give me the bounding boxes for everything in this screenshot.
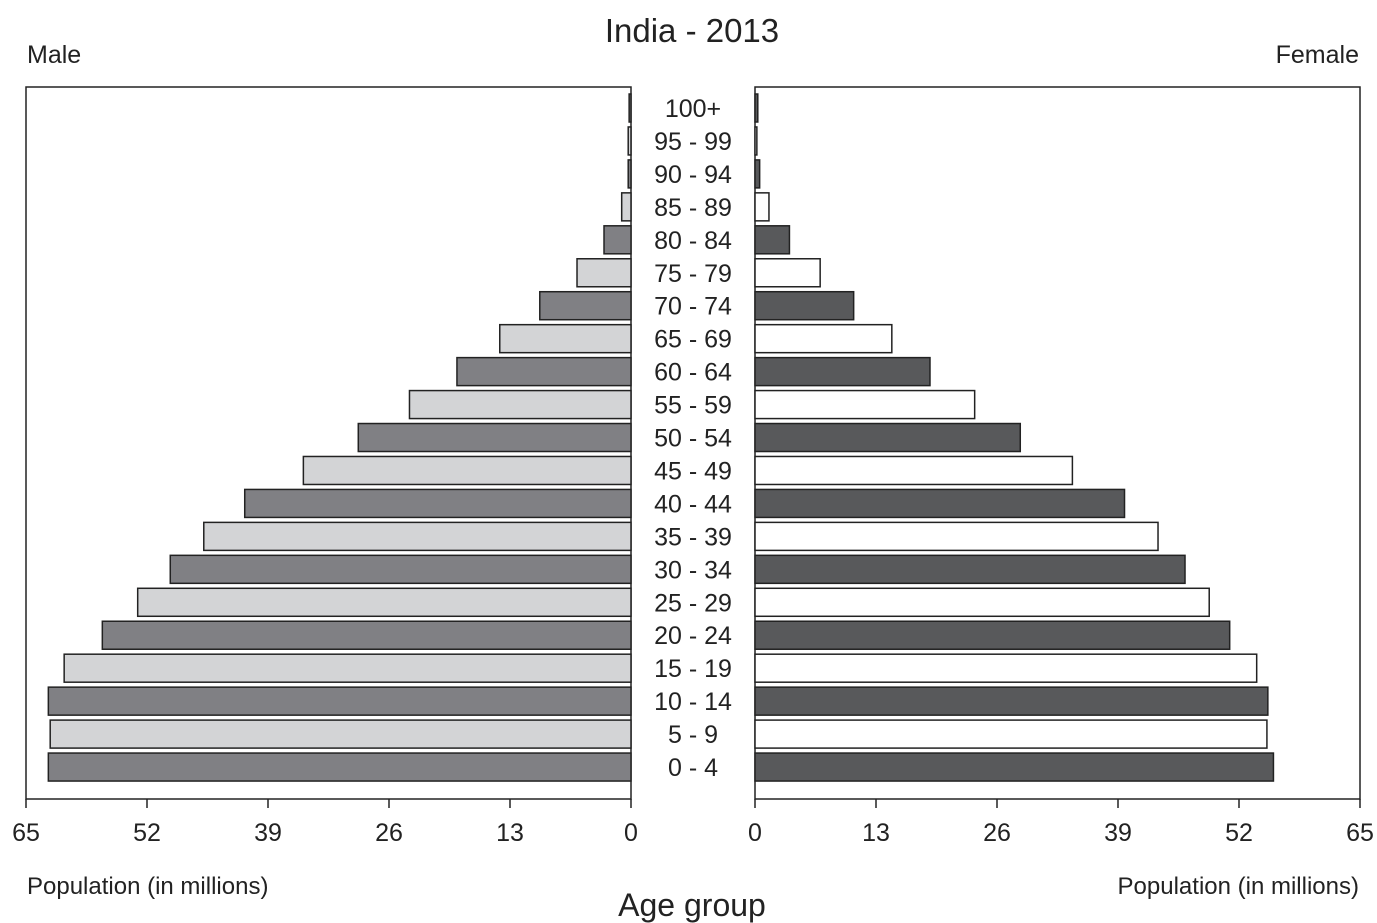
male-bar [203, 521, 632, 552]
x-axes: 0 0 13 13 26 26 39 39 52 52 65 65 [12, 799, 1374, 847]
male-bar [169, 554, 632, 585]
male-axis-tick-label: 0 [624, 819, 638, 847]
age-group-label: 45 - 49 [654, 457, 732, 485]
female-bar [754, 521, 1159, 552]
female-bar [754, 389, 976, 420]
female-bar [754, 258, 821, 288]
male-bar [63, 653, 632, 683]
female-bar [754, 290, 855, 321]
female-bar [754, 554, 1186, 585]
age-group-label: 70 - 74 [654, 293, 732, 321]
male-bar [136, 587, 632, 618]
age-group-label: 75 - 79 [654, 260, 732, 288]
female-bar [754, 422, 1022, 453]
age-group-label: 60 - 64 [654, 359, 732, 387]
age-group-axis-label: Age group [618, 887, 766, 923]
female-bar [754, 93, 759, 123]
female-axis-tick-label: 13 [862, 819, 890, 847]
age-group-label: 95 - 99 [654, 128, 732, 156]
male-bar [627, 126, 632, 156]
male-bar [499, 323, 632, 354]
female-bar [754, 686, 1269, 716]
male-bar [627, 159, 632, 189]
age-group-label: 100+ [665, 95, 721, 123]
female-bar [754, 126, 758, 156]
age-group-label: 50 - 54 [654, 425, 732, 453]
age-group-labels: 100+ 95 - 99 90 - 94 85 - 89 80 - 84 75 - 79 7… [654, 95, 732, 782]
female-bar [754, 620, 1231, 650]
female-bar [754, 719, 1268, 749]
female-bar [754, 225, 791, 255]
female-bar [754, 488, 1126, 519]
age-group-label: 65 - 69 [654, 326, 732, 354]
male-bar [49, 719, 632, 749]
age-group-label: 0 - 4 [668, 754, 718, 782]
female-bar [754, 752, 1275, 782]
female-axis-tick-label: 52 [1225, 819, 1253, 847]
male-x-axis-label: Population (in millions) [27, 873, 268, 900]
chart-title: India - 2013 [605, 12, 779, 49]
age-group-label: 10 - 14 [654, 688, 732, 716]
male-bar [408, 389, 632, 420]
female-x-axis-label: Population (in millions) [1118, 873, 1359, 900]
female-bar [754, 159, 761, 189]
female-bar [754, 192, 770, 222]
female-bar [754, 455, 1074, 486]
age-group-label: 20 - 24 [654, 622, 732, 650]
female-bar [754, 587, 1210, 618]
age-group-label: 5 - 9 [668, 721, 718, 749]
female-axis-tick-label: 39 [1104, 819, 1132, 847]
male-bar [456, 356, 632, 387]
age-group-label: 90 - 94 [654, 161, 732, 189]
age-group-label: 15 - 19 [654, 655, 732, 683]
female-axis-tick-label: 0 [748, 819, 762, 847]
age-group-label: 40 - 44 [654, 490, 732, 518]
age-group-label: 30 - 34 [654, 556, 732, 584]
male-bar [243, 488, 632, 519]
male-axis-tick-label: 39 [254, 819, 282, 847]
male-axis-tick-label: 65 [12, 819, 40, 847]
female-axis-tick-label: 26 [983, 819, 1011, 847]
male-bar [302, 455, 632, 486]
age-group-label: 80 - 84 [654, 227, 732, 255]
male-bar [47, 686, 632, 716]
male-bar [357, 422, 632, 453]
age-group-label: 55 - 59 [654, 392, 732, 420]
age-group-label: 85 - 89 [654, 194, 732, 222]
male-bar [576, 258, 632, 288]
male-bar [603, 225, 632, 255]
male-axis-tick-label: 52 [133, 819, 161, 847]
female-bar [754, 356, 931, 387]
age-group-label: 25 - 29 [654, 589, 732, 617]
male-bar [47, 752, 632, 782]
male-axis-tick-label: 26 [375, 819, 403, 847]
male-bar [101, 620, 632, 650]
male-bar [539, 290, 632, 321]
male-bar [620, 192, 632, 222]
male-panel-label: Male [27, 41, 81, 69]
female-panel-label: Female [1276, 41, 1359, 69]
female-bar [754, 653, 1258, 683]
bars-layer [47, 93, 1275, 782]
male-bar [628, 93, 632, 123]
male-axis-tick-label: 13 [496, 819, 524, 847]
female-axis-tick-label: 65 [1346, 819, 1374, 847]
female-bar [754, 323, 893, 354]
age-group-label: 35 - 39 [654, 523, 732, 551]
